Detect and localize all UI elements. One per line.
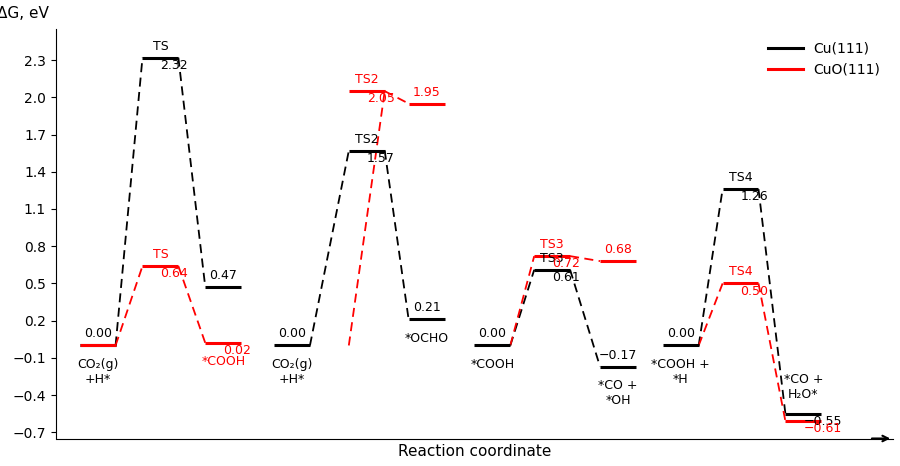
X-axis label: Reaction coordinate: Reaction coordinate — [398, 444, 551, 459]
Text: TS3: TS3 — [540, 252, 564, 265]
Text: *COOH: *COOH — [471, 358, 515, 371]
Text: 0.00: 0.00 — [479, 328, 507, 341]
Text: −0.17: −0.17 — [598, 349, 637, 362]
Text: 0.00: 0.00 — [278, 328, 306, 341]
Text: *COOH +
*H: *COOH + *H — [652, 358, 710, 386]
Text: 1.26: 1.26 — [741, 191, 769, 203]
Text: TS: TS — [153, 40, 168, 53]
Text: 0.64: 0.64 — [160, 267, 188, 281]
Text: *OCHO: *OCHO — [404, 332, 448, 345]
Text: 1.95: 1.95 — [413, 86, 440, 99]
Text: ΔG, eV: ΔG, eV — [0, 6, 49, 21]
Text: TS4: TS4 — [729, 171, 752, 184]
Text: 1.57: 1.57 — [367, 152, 394, 165]
Text: −0.61: −0.61 — [804, 422, 842, 435]
Text: *CO +
H₂O*: *CO + H₂O* — [784, 373, 824, 401]
Text: TS3: TS3 — [540, 238, 564, 251]
Text: 0.72: 0.72 — [553, 257, 580, 270]
Text: 0.02: 0.02 — [223, 344, 251, 357]
Text: 0.50: 0.50 — [741, 285, 769, 298]
Text: TS2: TS2 — [355, 133, 379, 146]
Legend: Cu(111), CuO(111): Cu(111), CuO(111) — [762, 36, 886, 82]
Text: 0.21: 0.21 — [413, 302, 440, 315]
Text: *CO +
*OH: *CO + *OH — [598, 379, 638, 407]
Text: TS2: TS2 — [355, 73, 379, 86]
Text: 0.00: 0.00 — [84, 328, 112, 341]
Text: 0.00: 0.00 — [667, 328, 695, 341]
Text: 0.61: 0.61 — [553, 271, 580, 284]
Text: 0.68: 0.68 — [604, 243, 632, 256]
Text: CO₂(g)
+H*: CO₂(g) +H* — [76, 358, 118, 386]
Text: 2.05: 2.05 — [367, 92, 394, 105]
Text: 0.47: 0.47 — [210, 269, 238, 282]
Text: −0.55: −0.55 — [804, 415, 842, 428]
Text: *COOH: *COOH — [202, 356, 246, 369]
Text: 2.32: 2.32 — [160, 59, 188, 72]
Text: CO₂(g)
+H*: CO₂(g) +H* — [271, 358, 312, 386]
Text: TS4: TS4 — [729, 266, 752, 279]
Text: TS: TS — [153, 248, 168, 261]
